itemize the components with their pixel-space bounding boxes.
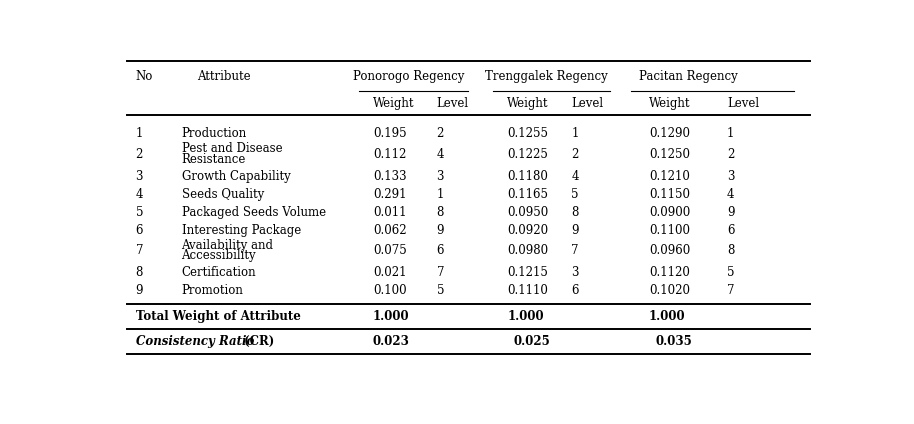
- Text: 3: 3: [727, 170, 735, 183]
- Text: 4: 4: [727, 188, 735, 201]
- Text: 0.0920: 0.0920: [507, 224, 548, 237]
- Text: 9: 9: [727, 206, 735, 219]
- Text: Weight: Weight: [373, 97, 414, 110]
- Text: 0.0950: 0.0950: [507, 206, 548, 219]
- Text: Trenggalek Regency: Trenggalek Regency: [485, 70, 608, 84]
- Text: 0.1250: 0.1250: [649, 148, 690, 161]
- Text: Attribute: Attribute: [197, 70, 250, 84]
- Text: 6: 6: [437, 244, 444, 257]
- Text: Ponorogo Regency: Ponorogo Regency: [353, 70, 464, 84]
- Text: 0.1210: 0.1210: [649, 170, 690, 183]
- Text: Accessibility: Accessibility: [182, 249, 256, 262]
- Text: 0.133: 0.133: [373, 170, 407, 183]
- Text: 0.1180: 0.1180: [507, 170, 548, 183]
- Text: Resistance: Resistance: [182, 153, 246, 166]
- Text: 0.023: 0.023: [372, 335, 409, 348]
- Text: 9: 9: [437, 224, 444, 237]
- Text: 8: 8: [135, 266, 143, 279]
- Text: Total Weight of Attribute: Total Weight of Attribute: [135, 310, 301, 323]
- Text: Consistency Ratio: Consistency Ratio: [135, 335, 254, 348]
- Text: 7: 7: [437, 266, 444, 279]
- Text: 0.1165: 0.1165: [507, 188, 548, 201]
- Text: 0.1290: 0.1290: [649, 127, 690, 140]
- Text: 2: 2: [727, 148, 734, 161]
- Text: 2: 2: [135, 148, 143, 161]
- Text: 0.112: 0.112: [373, 148, 406, 161]
- Text: 0.1120: 0.1120: [649, 266, 690, 279]
- Text: 0.1100: 0.1100: [649, 224, 690, 237]
- Text: 8: 8: [437, 206, 444, 219]
- Text: Promotion: Promotion: [182, 284, 243, 297]
- Text: 0.1215: 0.1215: [507, 266, 548, 279]
- Text: 1: 1: [571, 127, 579, 140]
- Text: 1: 1: [437, 188, 444, 201]
- Text: Production: Production: [182, 127, 247, 140]
- Text: 0.062: 0.062: [373, 224, 407, 237]
- Text: 0.1110: 0.1110: [507, 284, 548, 297]
- Text: 3: 3: [571, 266, 579, 279]
- Text: 0.195: 0.195: [373, 127, 407, 140]
- Text: 5: 5: [135, 206, 143, 219]
- Text: 2: 2: [437, 127, 444, 140]
- Text: 0.100: 0.100: [373, 284, 407, 297]
- Text: 0.011: 0.011: [373, 206, 407, 219]
- Text: No: No: [135, 70, 153, 84]
- Text: 0.0960: 0.0960: [649, 244, 690, 257]
- Text: 9: 9: [135, 284, 143, 297]
- Text: 6: 6: [727, 224, 735, 237]
- Text: 5: 5: [437, 284, 444, 297]
- Text: 0.0980: 0.0980: [507, 244, 548, 257]
- Text: Level: Level: [571, 97, 603, 110]
- Text: 3: 3: [135, 170, 143, 183]
- Text: 0.035: 0.035: [655, 335, 692, 348]
- Text: 0.021: 0.021: [373, 266, 407, 279]
- Text: 7: 7: [727, 284, 735, 297]
- Text: 6: 6: [571, 284, 579, 297]
- Text: 0.1020: 0.1020: [649, 284, 690, 297]
- Text: 0.0900: 0.0900: [649, 206, 690, 219]
- Text: 1: 1: [727, 127, 734, 140]
- Text: 6: 6: [135, 224, 143, 237]
- Text: 4: 4: [571, 170, 579, 183]
- Text: 4: 4: [135, 188, 143, 201]
- Text: 0.1255: 0.1255: [507, 127, 548, 140]
- Text: Weight: Weight: [649, 97, 691, 110]
- Text: (CR): (CR): [240, 335, 274, 348]
- Text: 9: 9: [571, 224, 579, 237]
- Text: Level: Level: [727, 97, 760, 110]
- Text: 0.075: 0.075: [373, 244, 407, 257]
- Text: 1.000: 1.000: [649, 310, 686, 323]
- Text: 1.000: 1.000: [507, 310, 544, 323]
- Text: Seeds Quality: Seeds Quality: [182, 188, 264, 201]
- Text: 4: 4: [437, 148, 444, 161]
- Text: 0.025: 0.025: [514, 335, 550, 348]
- Text: 7: 7: [571, 244, 579, 257]
- Text: 0.1150: 0.1150: [649, 188, 690, 201]
- Text: 5: 5: [727, 266, 735, 279]
- Text: 3: 3: [437, 170, 444, 183]
- Text: Certification: Certification: [182, 266, 256, 279]
- Text: 8: 8: [727, 244, 734, 257]
- Text: Pacitan Regency: Pacitan Regency: [639, 70, 738, 84]
- Text: 0.1225: 0.1225: [507, 148, 548, 161]
- Text: 8: 8: [571, 206, 579, 219]
- Text: Interesting Package: Interesting Package: [182, 224, 301, 237]
- Text: 5: 5: [571, 188, 579, 201]
- Text: Packaged Seeds Volume: Packaged Seeds Volume: [182, 206, 325, 219]
- Text: Growth Capability: Growth Capability: [182, 170, 291, 183]
- Text: 1: 1: [135, 127, 143, 140]
- Text: 0.291: 0.291: [373, 188, 407, 201]
- Text: Level: Level: [437, 97, 469, 110]
- Text: 2: 2: [571, 148, 579, 161]
- Text: Weight: Weight: [507, 97, 549, 110]
- Text: 7: 7: [135, 244, 143, 257]
- Text: Availability and: Availability and: [182, 239, 273, 251]
- Text: 1.000: 1.000: [373, 310, 409, 323]
- Text: Pest and Disease: Pest and Disease: [182, 142, 282, 155]
